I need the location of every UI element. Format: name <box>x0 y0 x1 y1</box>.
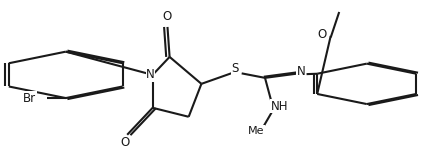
Text: S: S <box>232 62 239 75</box>
Text: Br: Br <box>23 92 36 105</box>
Text: N: N <box>146 68 155 81</box>
Text: O: O <box>163 10 172 23</box>
Text: O: O <box>120 137 130 149</box>
Text: O: O <box>317 28 326 41</box>
Text: NH: NH <box>271 100 289 113</box>
Text: Me: Me <box>248 126 265 136</box>
Text: N: N <box>297 65 305 78</box>
